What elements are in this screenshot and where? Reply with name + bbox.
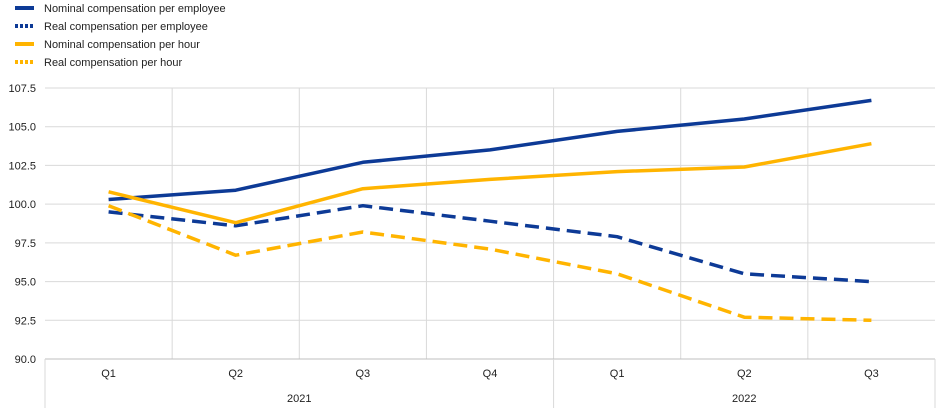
y-tick-label: 102.5 — [8, 160, 36, 172]
y-tick-label: 92.5 — [15, 315, 36, 327]
series-line-1 — [108, 203, 872, 284]
legend-label-0: Nominal compensation per employee — [44, 3, 226, 15]
y-axis: 90.0 92.5 95.0 97.5 100.0 102.5 105.0 107.5 — [8, 83, 36, 366]
legend-label-1: Real compensation per employee — [44, 21, 208, 33]
series-line-3 — [107, 204, 872, 323]
legend: Nominal compensation per employee Real co… — [15, 3, 226, 69]
x-tick-label: Q1 — [610, 368, 625, 380]
legend-label-2: Nominal compensation per hour — [44, 39, 200, 51]
y-tick-label: 97.5 — [15, 238, 36, 250]
series-lines — [107, 98, 872, 323]
y-tick-label: 100.0 — [8, 199, 36, 211]
y-tick-label: 107.5 — [8, 83, 36, 95]
y-tick-label: 90.0 — [15, 354, 36, 366]
y-tick-label: 105.0 — [8, 122, 36, 134]
x-tick-label: Q3 — [864, 368, 879, 380]
x-tick-label: Q1 — [101, 368, 116, 380]
year-label: 2021 — [287, 393, 311, 405]
x-tick-label: Q2 — [228, 368, 243, 380]
year-label: 2022 — [732, 393, 756, 405]
x-axis: Q1 Q2 Q3 Q4 Q1 Q2 Q3 2021 2022 — [44, 358, 936, 408]
x-tick-label: Q4 — [483, 368, 498, 380]
y-tick-label: 95.0 — [15, 277, 36, 289]
series-line-0 — [108, 98, 872, 202]
legend-label-3: Real compensation per hour — [44, 57, 183, 69]
series-line-2 — [108, 141, 872, 225]
x-tick-label: Q3 — [356, 368, 371, 380]
grid — [45, 87, 935, 360]
x-tick-label: Q2 — [737, 368, 752, 380]
